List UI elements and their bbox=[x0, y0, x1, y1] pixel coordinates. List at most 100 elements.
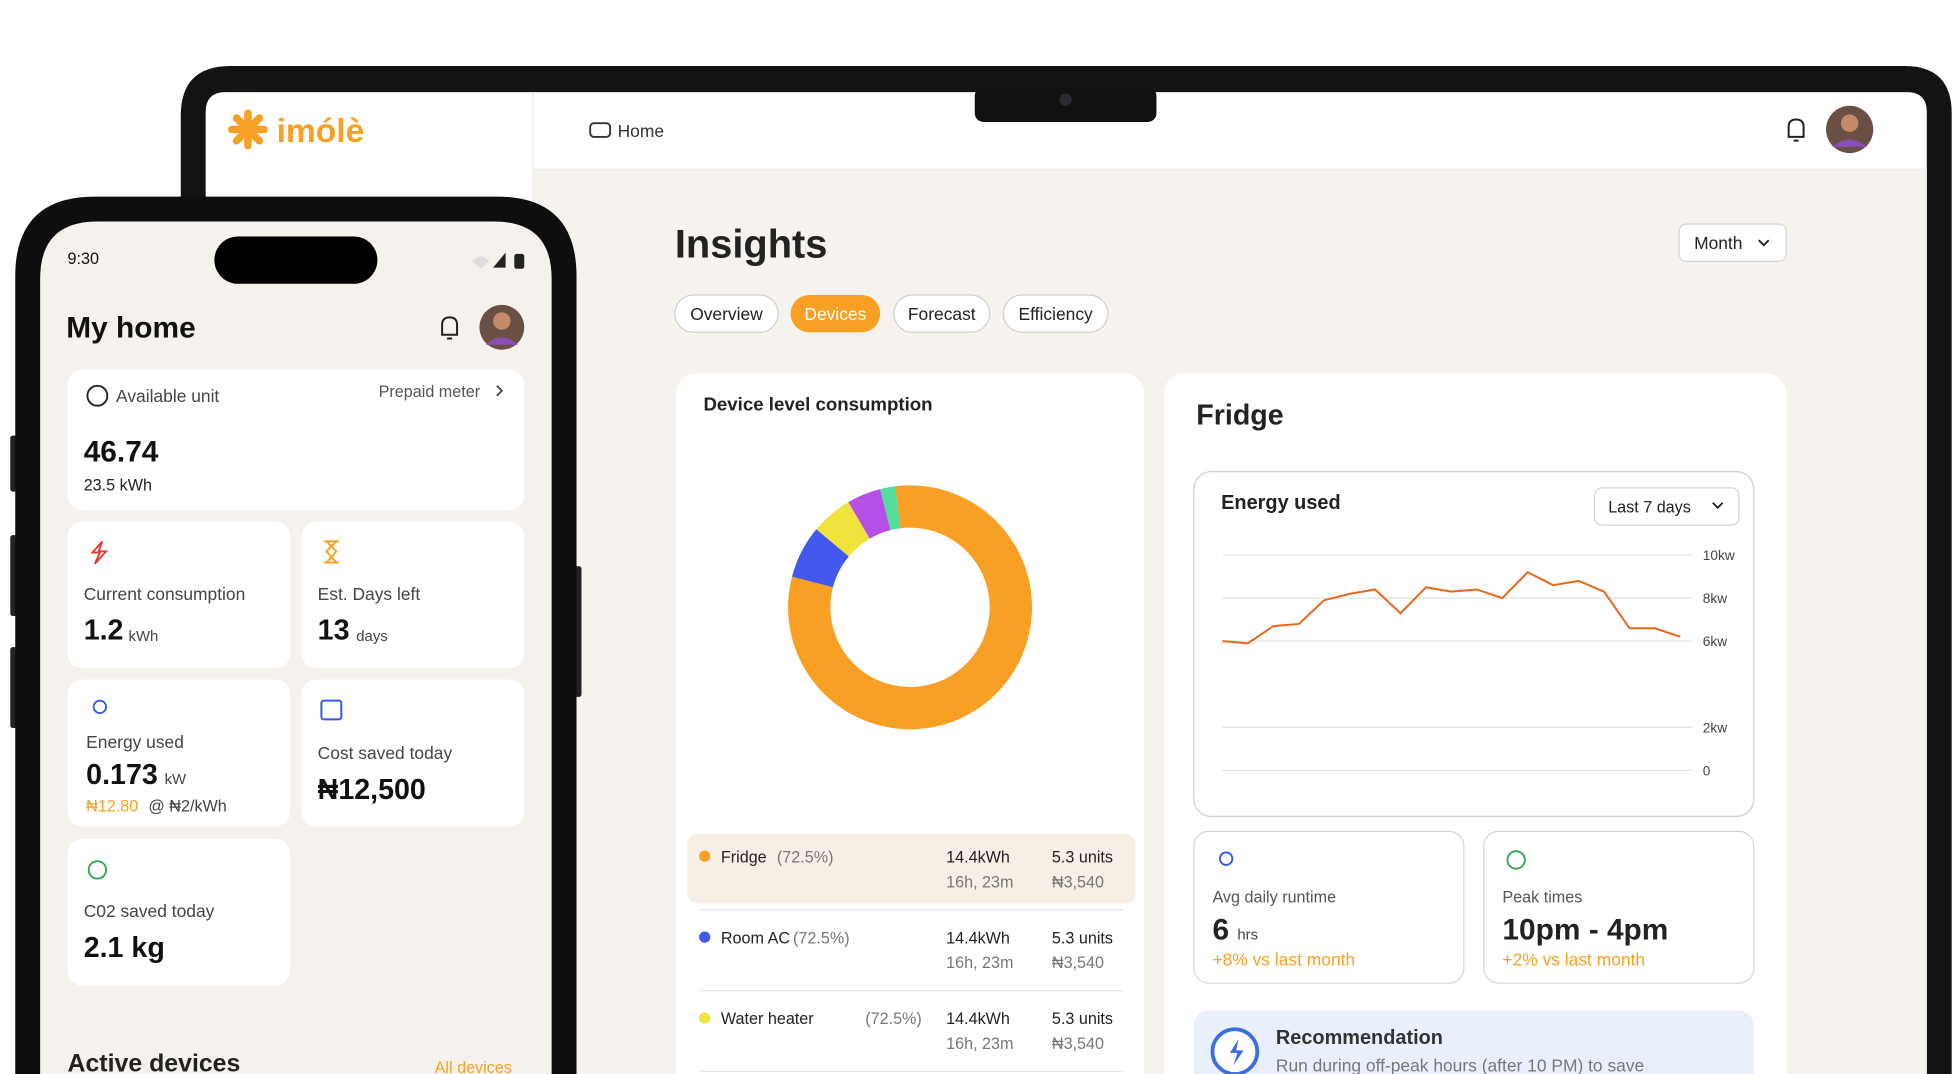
period-button[interactable] bbox=[1678, 223, 1787, 262]
tile bbox=[301, 521, 525, 669]
status-time: 9:30 bbox=[68, 250, 99, 268]
bell-icon[interactable] bbox=[441, 316, 459, 340]
y-tick-label: 8kw bbox=[1703, 591, 1727, 606]
tile-unit: days bbox=[356, 628, 388, 645]
unit-value: 46.74 bbox=[84, 436, 159, 469]
tile-label: Cost saved today bbox=[318, 743, 453, 763]
stat-value: 10pm - 4pm bbox=[1502, 914, 1668, 947]
breadcrumb: Home bbox=[618, 121, 664, 141]
tile-label: Current consumption bbox=[84, 584, 246, 604]
bell-icon[interactable] bbox=[1787, 118, 1805, 142]
section-title: Active devices bbox=[68, 1050, 241, 1074]
tab-label: Forecast bbox=[908, 304, 976, 324]
stat-label: Avg daily runtime bbox=[1212, 888, 1336, 906]
tile-value: 2.1 kg bbox=[84, 932, 165, 964]
stat-delta: +2% vs last month bbox=[1502, 950, 1645, 970]
chart-title: Energy used bbox=[1221, 492, 1340, 514]
tile bbox=[301, 679, 525, 827]
donut-segment bbox=[848, 489, 891, 539]
tile-value: 1.2 bbox=[84, 615, 124, 647]
stat-delta: +8% vs last month bbox=[1212, 950, 1355, 970]
avatar-face bbox=[1840, 114, 1859, 132]
device-runtime: 16h, 23m bbox=[946, 873, 1013, 891]
device-name: Room AC bbox=[721, 929, 790, 947]
stat-unit: hrs bbox=[1237, 927, 1258, 944]
device-share: (72.5%) bbox=[777, 848, 834, 866]
row-highlight bbox=[687, 833, 1136, 904]
device-energy: 14.4kWh bbox=[946, 929, 1010, 947]
tile bbox=[67, 679, 291, 827]
leaf-icon bbox=[1506, 850, 1526, 870]
device-energy: 14.4kWh bbox=[946, 1010, 1010, 1028]
donut-segment bbox=[880, 486, 901, 531]
bolt bbox=[1229, 1039, 1244, 1066]
unit-energy: 23.5 kWh bbox=[84, 476, 152, 494]
tab[interactable] bbox=[674, 294, 779, 333]
tab[interactable] bbox=[1002, 294, 1109, 333]
y-tick-label: 2kw bbox=[1703, 720, 1727, 735]
device-cost: ₦3,540 bbox=[1052, 954, 1104, 972]
avatar-face bbox=[493, 312, 511, 330]
range-button[interactable] bbox=[1593, 487, 1740, 526]
device-energy: 14.4kWh bbox=[946, 848, 1010, 866]
home-icon bbox=[589, 122, 612, 138]
tab[interactable] bbox=[790, 294, 881, 333]
tab[interactable] bbox=[893, 294, 991, 333]
section-link[interactable]: All devices bbox=[435, 1059, 512, 1074]
device-runtime: 16h, 23m bbox=[946, 954, 1013, 972]
stat-label: Peak times bbox=[1502, 888, 1582, 906]
tab-label: Efficiency bbox=[1019, 304, 1093, 324]
wallet-icon bbox=[320, 699, 343, 721]
content: imólè Home Insights Month Overview Devices For… bbox=[66, 113, 1742, 1074]
tab-label: Overview bbox=[690, 304, 763, 324]
tile-value: 13 bbox=[318, 615, 350, 647]
avatar-shirt bbox=[1832, 139, 1868, 147]
screen-title: My home bbox=[66, 311, 195, 344]
range-label: Last 7 days bbox=[1608, 499, 1691, 517]
tab-label: Devices bbox=[804, 304, 866, 324]
tile bbox=[67, 838, 291, 986]
donut-segment bbox=[792, 529, 849, 588]
stat-card bbox=[1193, 830, 1465, 984]
unit-label: Available unit bbox=[116, 386, 219, 406]
legend-dot bbox=[699, 850, 711, 862]
device-share: (72.5%) bbox=[865, 1010, 922, 1028]
tile-rate: @ ₦2/kWh bbox=[148, 797, 226, 815]
tile-value: 0.173 bbox=[86, 759, 158, 791]
tile-label: Energy used bbox=[86, 732, 184, 752]
legend-dot bbox=[699, 1012, 711, 1024]
tile-value: ₦12,500 bbox=[318, 774, 426, 806]
tile bbox=[67, 521, 291, 669]
line-series bbox=[1222, 571, 1681, 645]
page-title: Insights bbox=[675, 223, 828, 267]
device-runtime: 16h, 23m bbox=[946, 1035, 1013, 1053]
device-cost: ₦3,540 bbox=[1052, 873, 1104, 891]
stat-card bbox=[1483, 830, 1755, 984]
donut-segment bbox=[816, 502, 870, 557]
device-cost: ₦3,540 bbox=[1052, 1035, 1104, 1053]
y-tick-label: 0 bbox=[1703, 763, 1711, 778]
tile-label: C02 saved today bbox=[84, 901, 215, 921]
wifi-icon bbox=[471, 256, 490, 269]
tile-label: Est. Days left bbox=[318, 584, 421, 604]
chevron bbox=[496, 385, 504, 397]
recommendation-card bbox=[1193, 1010, 1754, 1074]
stat-value: 6 bbox=[1212, 914, 1229, 947]
unit-card[interactable] bbox=[67, 369, 525, 511]
avatar-shirt bbox=[485, 337, 519, 345]
card-title: Device level consumption bbox=[703, 394, 932, 415]
legend-dot bbox=[699, 931, 711, 943]
recommendation-title: Recommendation bbox=[1276, 1027, 1443, 1049]
device-share: (72.5%) bbox=[793, 929, 850, 947]
y-tick-label: 10kw bbox=[1703, 548, 1735, 563]
meter-link: Prepaid meter bbox=[379, 383, 481, 401]
y-tick-label: 6kw bbox=[1703, 634, 1727, 649]
period-label: Month bbox=[1694, 233, 1742, 253]
device-units: 5.3 units bbox=[1052, 848, 1113, 866]
chevron bbox=[1712, 502, 1724, 510]
leaf-icon bbox=[87, 860, 108, 880]
device-units: 5.3 units bbox=[1052, 929, 1113, 947]
meter-icon bbox=[86, 384, 109, 407]
camera bbox=[1059, 93, 1072, 106]
